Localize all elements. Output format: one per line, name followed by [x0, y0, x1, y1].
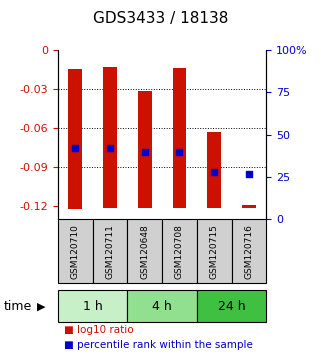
Text: 1 h: 1 h: [83, 300, 102, 313]
FancyBboxPatch shape: [92, 219, 127, 283]
Text: GSM120716: GSM120716: [245, 224, 254, 279]
FancyBboxPatch shape: [197, 290, 266, 322]
Text: ■ percentile rank within the sample: ■ percentile rank within the sample: [64, 341, 253, 350]
Bar: [173, 68, 187, 208]
Point: [177, 149, 182, 154]
Point: [73, 145, 78, 151]
Text: GSM120711: GSM120711: [105, 224, 115, 279]
Point: [212, 169, 217, 175]
FancyBboxPatch shape: [127, 219, 162, 283]
Text: GSM120708: GSM120708: [175, 224, 184, 279]
FancyBboxPatch shape: [197, 219, 232, 283]
Bar: [242, 205, 256, 208]
Text: time: time: [3, 300, 31, 313]
FancyBboxPatch shape: [58, 219, 92, 283]
Text: GSM120710: GSM120710: [71, 224, 80, 279]
Text: GSM120715: GSM120715: [210, 224, 219, 279]
FancyBboxPatch shape: [127, 290, 197, 322]
Text: 4 h: 4 h: [152, 300, 172, 313]
Point: [247, 171, 252, 176]
Text: ■ log10 ratio: ■ log10 ratio: [64, 325, 134, 335]
Text: ▶: ▶: [37, 301, 45, 311]
Bar: [138, 91, 152, 208]
Point: [142, 149, 147, 154]
FancyBboxPatch shape: [58, 290, 127, 322]
Bar: [207, 132, 221, 208]
Bar: [68, 69, 82, 209]
Text: 24 h: 24 h: [218, 300, 246, 313]
Text: GSM120648: GSM120648: [140, 224, 149, 279]
Bar: [103, 67, 117, 208]
Point: [107, 145, 112, 151]
Text: GDS3433 / 18138: GDS3433 / 18138: [93, 11, 228, 25]
FancyBboxPatch shape: [232, 219, 266, 283]
FancyBboxPatch shape: [162, 219, 197, 283]
